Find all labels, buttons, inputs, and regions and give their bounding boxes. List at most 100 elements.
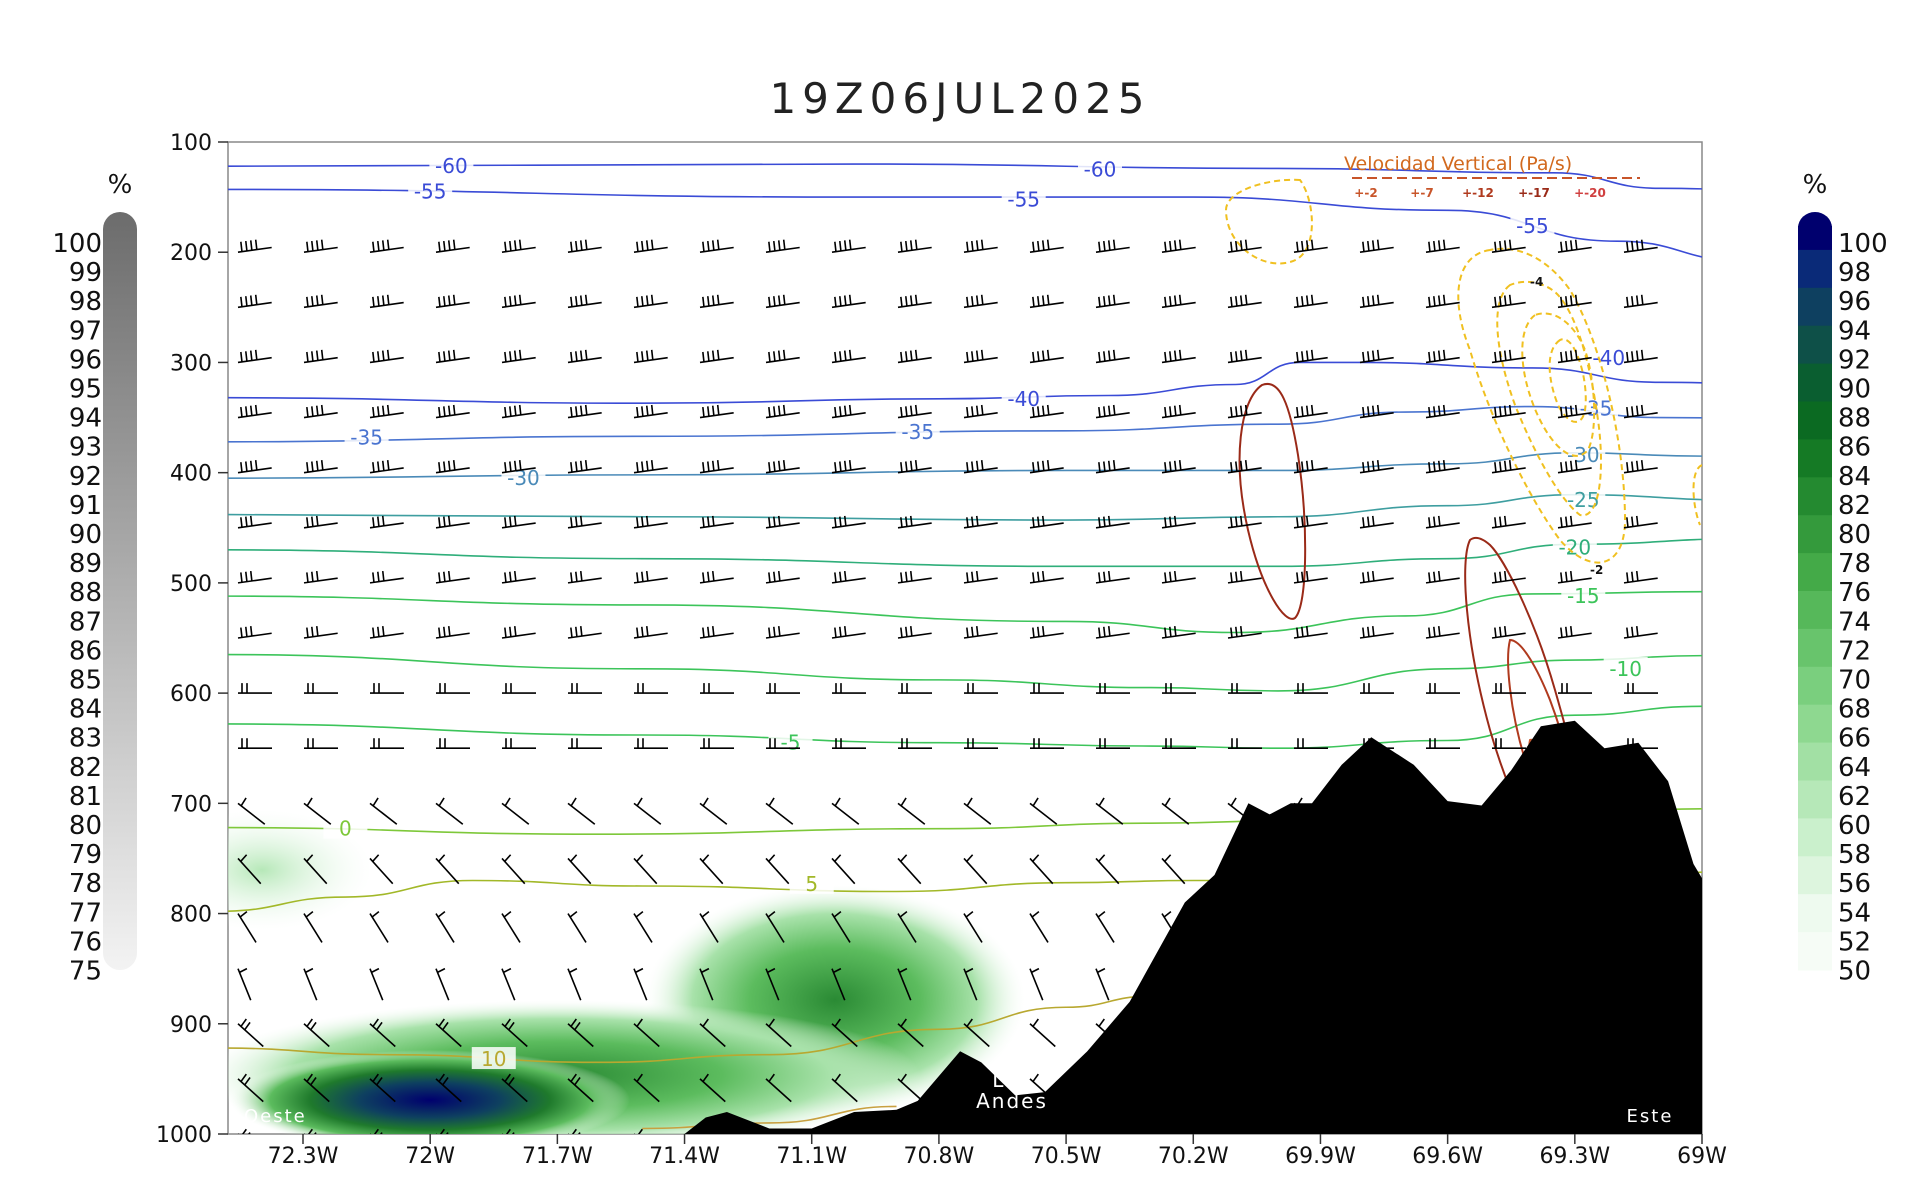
- x-tick-label: 69W: [1677, 1144, 1727, 1169]
- omega-neg-contour-2: [1457, 247, 1627, 564]
- temp-contour-label: -55: [1516, 214, 1549, 238]
- wind-barb: [1491, 239, 1526, 254]
- east-side-label: Este: [1627, 1106, 1674, 1127]
- wind-barb: [1029, 967, 1044, 1001]
- x-tick-label: 70.8W: [904, 1144, 975, 1169]
- left-colorbar-tick: 80: [69, 811, 102, 841]
- right-colorbar-tick: 100: [1838, 229, 1888, 259]
- wind-barb: [567, 967, 582, 1001]
- left-colorbar-tick: 95: [69, 375, 102, 405]
- right-colorbar-segment: [1798, 894, 1832, 933]
- wind-barb: [1161, 797, 1190, 825]
- wind-barb: [831, 1073, 858, 1103]
- temp-contour-label-bg: [471, 1047, 516, 1070]
- left-colorbar-tick: 89: [69, 549, 102, 579]
- wind-barb: [1359, 460, 1394, 474]
- wind-barb: [699, 854, 724, 885]
- wind-barb: [1623, 404, 1658, 419]
- right-colorbar-segment: [1798, 363, 1832, 402]
- wind-barb: [1425, 515, 1460, 529]
- wind-barb: [1359, 404, 1394, 419]
- wind-barb: [1492, 683, 1526, 694]
- right-colorbar-tick: 66: [1838, 724, 1871, 754]
- wind-barb: [1557, 294, 1592, 309]
- wind-barb: [303, 911, 323, 943]
- wind-barb: [436, 683, 470, 694]
- vv-legend-value: +-2: [1354, 186, 1377, 200]
- left-colorbar-tick: 97: [69, 316, 102, 346]
- wind-barb: [897, 626, 932, 639]
- wind-barb: [304, 738, 338, 750]
- omega-neg-contour-3: [1496, 280, 1602, 517]
- wind-barb: [897, 797, 926, 825]
- terrain-label-line2: Andes: [976, 1089, 1048, 1113]
- temp-contour-label: -40: [1007, 387, 1040, 411]
- wind-barb: [1359, 570, 1394, 584]
- wind-barb: [369, 854, 394, 885]
- left-colorbar-tick: 84: [69, 695, 102, 725]
- wind-barb: [1095, 967, 1110, 1001]
- wind-barb: [237, 349, 272, 364]
- temp-contour-label: -35: [350, 425, 383, 449]
- wind-barb: [1095, 515, 1130, 529]
- temp-contour: [228, 361, 1702, 405]
- wind-barb: [435, 294, 470, 309]
- wind-barb: [765, 515, 800, 529]
- wind-barb: [238, 683, 272, 694]
- right-colorbar-tick: 56: [1838, 869, 1871, 899]
- right-colorbar-tick: 84: [1838, 462, 1871, 492]
- wind-barb: [1227, 460, 1262, 474]
- wind-barb: [699, 1018, 726, 1048]
- wind-barb: [831, 967, 846, 1001]
- temp-contour-label-bg: [1561, 584, 1606, 607]
- vertical-velocity-legend: Velocidad Vertical (Pa/s) +-2 +-7 +-12 +-17…: [1344, 153, 1640, 200]
- left-colorbar-tick: 79: [69, 840, 102, 870]
- temp-contour-label-bg: [408, 179, 453, 202]
- omega-pos-contour-1: [1238, 382, 1307, 620]
- omega-neg-contour-5: [1548, 338, 1587, 423]
- vv-legend-value: +-7: [1410, 186, 1433, 200]
- wind-barb: [1227, 404, 1262, 419]
- temp-contour-label: -60: [435, 154, 468, 178]
- wind-barb: [502, 1128, 515, 1134]
- wind-barb: [501, 515, 536, 529]
- x-tick-label: 69.9W: [1285, 1144, 1356, 1169]
- left-colorbar-tick: 77: [69, 898, 102, 928]
- wind-barb: [501, 967, 516, 1001]
- wind-barb: [237, 515, 272, 529]
- wind-barb: [699, 460, 734, 474]
- wind-barb: [963, 349, 998, 364]
- wind-barb: [369, 1018, 396, 1048]
- wind-barb: [765, 911, 785, 943]
- right-colorbar-segment: [1798, 515, 1832, 554]
- temp-contour-label-bg: [768, 730, 813, 753]
- wind-barb: [567, 404, 602, 419]
- humidity-blob-core: [230, 1050, 630, 1134]
- wind-barb: [501, 404, 536, 419]
- wind-barb: [369, 911, 389, 943]
- wind-barb: [304, 683, 338, 694]
- left-colorbar: % 10099989796959493929190898887868584838…: [52, 170, 137, 987]
- wind-barb: [765, 570, 800, 584]
- wind-barb: [633, 911, 653, 943]
- left-colorbar-tick: 99: [69, 258, 102, 288]
- wind-barb: [1095, 460, 1130, 474]
- wind-barb: [963, 1018, 990, 1048]
- wind-barb: [765, 626, 800, 639]
- wind-barb: [435, 404, 470, 419]
- wind-barb: [1492, 738, 1526, 750]
- y-tick-label: 800: [170, 903, 212, 928]
- right-colorbar-tick: 54: [1838, 898, 1871, 928]
- wind-barb: [1359, 239, 1394, 254]
- wind-barb: [435, 460, 470, 474]
- left-colorbar-tick: 88: [69, 578, 102, 608]
- wind-barb: [831, 854, 856, 885]
- wind-barb: [567, 1018, 594, 1048]
- wind-barb: [502, 738, 536, 750]
- wind-barb: [1425, 349, 1460, 364]
- wind-barb: [700, 738, 734, 750]
- wind-barb: [303, 349, 338, 364]
- wind-barb: [1227, 626, 1262, 639]
- wind-barb: [369, 239, 404, 254]
- left-colorbar-tick: 96: [69, 345, 102, 375]
